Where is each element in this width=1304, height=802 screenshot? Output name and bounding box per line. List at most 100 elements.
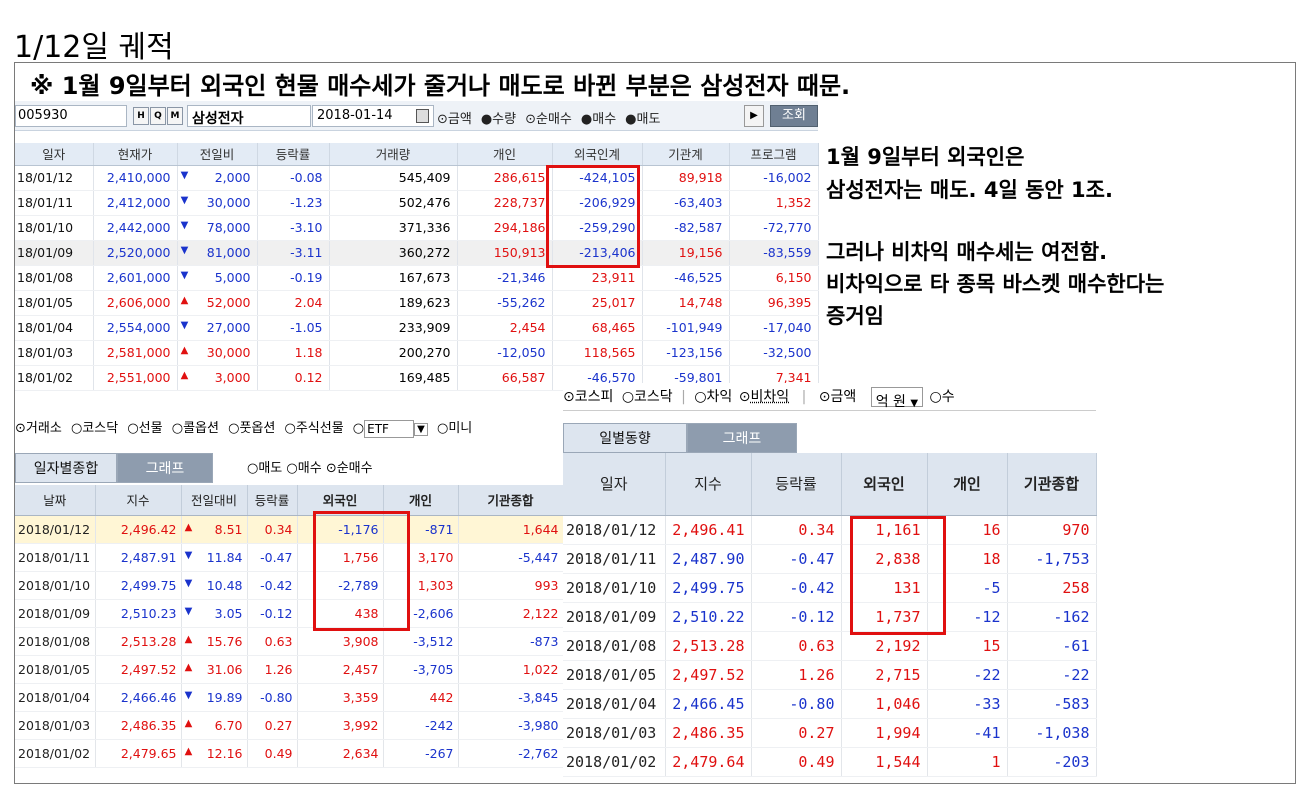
cell-value: -206,929 bbox=[552, 190, 643, 216]
table-row[interactable]: 2018/01/02 2,479.64 0.49 1,544 1 -203 bbox=[563, 747, 1097, 777]
down-arrow-icon: ▼ bbox=[184, 549, 193, 561]
change-value: 6.70 bbox=[214, 717, 243, 733]
option-kosdaq[interactable]: ○코스닥 bbox=[621, 389, 673, 405]
cell-value: -55,262 bbox=[457, 290, 553, 316]
play-button[interactable]: ▶ bbox=[744, 105, 764, 127]
radio-sell[interactable]: ●매도 bbox=[625, 112, 661, 127]
cell-rate: -3.11 bbox=[257, 240, 330, 266]
option-arbitrage[interactable]: ○차익 bbox=[694, 389, 733, 405]
cell-date: 18/01/08 bbox=[15, 265, 94, 291]
stock-name-field[interactable]: 삼성전자 bbox=[187, 105, 311, 127]
option-amount[interactable]: ⊙금액 bbox=[818, 389, 857, 405]
radio-net-buy[interactable]: ⊙순매수 bbox=[325, 461, 373, 476]
cell-index: 2,487.90 bbox=[665, 544, 752, 574]
cell-value: 68,465 bbox=[552, 315, 643, 341]
radio-sell[interactable]: ○매도 bbox=[247, 461, 283, 476]
cell-rate: -0.08 bbox=[257, 165, 330, 191]
option-kospi[interactable]: ⊙코스피 bbox=[563, 389, 614, 405]
table-row[interactable]: 18/01/04 2,554,000 ▼ 27,000 -1.05 233,909 2,45… bbox=[15, 315, 819, 341]
q-button[interactable]: Q bbox=[150, 107, 166, 125]
table-row[interactable]: 18/01/12 2,410,000 ▼ 2,000 -0.08 545,409 286,6… bbox=[15, 165, 819, 191]
cell-value: -2,606 bbox=[383, 599, 459, 628]
cell-change: ▼ 30,000 bbox=[177, 190, 258, 216]
option-non-arbitrage[interactable]: ⊙비차익 bbox=[738, 389, 790, 405]
radio-quantity[interactable]: ●수량 bbox=[480, 112, 517, 127]
date-field[interactable]: 2018-01-14 bbox=[312, 105, 434, 127]
table-row[interactable]: 2018/01/03 2,486.35 ▲ 6.70 0.27 3,992 -242 -3,9… bbox=[15, 711, 564, 740]
option-put[interactable]: ○풋옵션 bbox=[228, 421, 276, 436]
option-kosdaq[interactable]: ○코스닥 bbox=[70, 421, 119, 436]
table-row[interactable]: 2018/01/05 2,497.52 ▲ 31.06 1.26 2,457 -3,705 1… bbox=[15, 655, 564, 684]
change-value: 3,000 bbox=[214, 370, 251, 385]
etf-select[interactable]: ETF bbox=[364, 419, 415, 438]
option-exchange[interactable]: ⊙거래소 bbox=[15, 421, 62, 436]
option-stock-futures[interactable]: ○주식선물 bbox=[284, 421, 344, 436]
table-row[interactable]: 18/01/09 2,520,000 ▼ 81,000 -3.11 360,272 150,… bbox=[15, 240, 819, 266]
radio-buy[interactable]: ●매수 bbox=[580, 112, 617, 127]
change-value: 15.76 bbox=[206, 633, 243, 649]
cell-date: 2018/01/05 bbox=[15, 655, 96, 684]
cell-value: -583 bbox=[1007, 689, 1097, 719]
option-quantity[interactable]: ○수 bbox=[929, 389, 955, 405]
cell-date: 2018/01/12 bbox=[15, 515, 96, 544]
query-button[interactable]: 조회 bbox=[770, 105, 818, 127]
h-button[interactable]: H bbox=[133, 107, 149, 125]
table-row[interactable]: 18/01/05 2,606,000 ▲ 52,000 2.04 189,623 -55,2… bbox=[15, 290, 819, 316]
table-row[interactable]: 2018/01/03 2,486.35 0.27 1,994 -41 -1,038 bbox=[563, 718, 1097, 748]
cell-rate: -0.47 bbox=[247, 543, 298, 572]
change-value: 11.84 bbox=[206, 549, 243, 565]
cell-rate: -0.80 bbox=[751, 689, 842, 719]
table-row[interactable]: 2018/01/10 2,499.75 -0.42 131 -5 258 bbox=[563, 573, 1097, 603]
table-row[interactable]: 18/01/10 2,442,000 ▼ 78,000 -3.10 371,336 294,… bbox=[15, 215, 819, 241]
table-row[interactable]: 2018/01/02 2,479.65 ▲ 12.16 0.49 2,634 -267 -2,… bbox=[15, 739, 564, 768]
table-row[interactable]: 2018/01/04 2,466.45 -0.80 1,046 -33 -583 bbox=[563, 689, 1097, 719]
table-row[interactable]: 2018/01/11 2,487.91 ▼ 11.84 -0.47 1,756 3,170-… bbox=[15, 543, 564, 572]
radio-net-buy[interactable]: ⊙순매수 bbox=[525, 112, 572, 127]
cell-rate: 1.18 bbox=[257, 340, 330, 366]
table-row[interactable]: 2018/01/05 2,497.52 1.26 2,715 -22 -22 bbox=[563, 660, 1097, 690]
cell-value: 286,615 bbox=[457, 165, 553, 191]
table-row[interactable]: 2018/01/08 2,513.28 0.63 2,192 15 -61 bbox=[563, 631, 1097, 661]
cell-value: -873 bbox=[458, 627, 564, 656]
chevron-down-icon[interactable]: ▼ bbox=[910, 398, 919, 409]
stock-code-field[interactable]: 005930 bbox=[15, 105, 127, 127]
table-row[interactable]: 2018/01/09 2,510.23 ▼ 3.05 -0.12 438 -2,606 2,1… bbox=[15, 599, 564, 628]
table-row[interactable]: 18/01/11 2,412,000 ▼ 30,000 -1.23 502,476 228,… bbox=[15, 190, 819, 216]
cell-value: 96,395 bbox=[729, 290, 819, 316]
table-row[interactable]: 2018/01/11 2,487.90 -0.47 2,838 18 -1,753 bbox=[563, 544, 1097, 574]
cell-change: ▼ 78,000 bbox=[177, 215, 258, 241]
chevron-down-icon[interactable]: ▼ bbox=[414, 423, 428, 436]
cell-value: 228,737 bbox=[457, 190, 553, 216]
radio-buy[interactable]: ○매수 bbox=[286, 461, 322, 476]
column-header: 외국인계 bbox=[552, 143, 643, 166]
cell-change: ▼ 19.89 bbox=[181, 683, 248, 712]
column-header: 기관계 bbox=[642, 143, 730, 166]
table-row[interactable]: 2018/01/08 2,513.28 ▲ 15.76 0.63 3,908 -3,512-… bbox=[15, 627, 564, 656]
highlight-box-foreign-kospi bbox=[313, 511, 410, 631]
column-header: 전일대비 bbox=[181, 485, 248, 516]
unit-select[interactable]: 억 원 ▼ bbox=[870, 387, 924, 410]
option-call[interactable]: ○콜옵션 bbox=[171, 421, 219, 436]
option-futures[interactable]: ○선물 bbox=[127, 421, 163, 436]
tab-daily-summary[interactable]: 일자별종합 bbox=[15, 453, 117, 483]
table-row[interactable]: 18/01/03 2,581,000 ▲ 30,000 1.18 200,270 -12,0… bbox=[15, 340, 819, 366]
table-row[interactable]: 2018/01/12 2,496.42 ▲ 8.51 0.34 -1,176 -871 1,6… bbox=[15, 515, 564, 544]
cell-date: 2018/01/02 bbox=[15, 739, 96, 768]
option-etf[interactable]: ○ ETF ▼ bbox=[353, 417, 428, 442]
tab-graph[interactable]: 그래프 bbox=[117, 453, 213, 483]
table-row[interactable]: 18/01/08 2,601,000 ▼ 5,000 -0.19 167,673 -21,3… bbox=[15, 265, 819, 291]
table-row[interactable]: 2018/01/10 2,499.75 ▼ 10.48 -0.42 -2,789 1,303… bbox=[15, 571, 564, 600]
up-arrow-icon: ▲ bbox=[180, 370, 189, 381]
column-header: 기관종합 bbox=[1007, 453, 1097, 516]
cell-rate: 1.26 bbox=[247, 655, 298, 684]
tab-graph[interactable]: 그래프 bbox=[687, 423, 797, 453]
table-row[interactable]: 2018/01/09 2,510.22 -0.12 1,737 -12 -162 bbox=[563, 602, 1097, 632]
radio-amount[interactable]: ⊙금액 bbox=[437, 112, 472, 127]
table-row[interactable]: 2018/01/04 2,466.46 ▼ 19.89 -0.80 3,359 442 -3,… bbox=[15, 683, 564, 712]
cell-index: 2,487.91 bbox=[95, 543, 182, 572]
option-mini[interactable]: ○미니 bbox=[436, 421, 473, 436]
m-button[interactable]: M bbox=[167, 107, 183, 125]
calendar-icon[interactable] bbox=[416, 109, 429, 123]
table-row[interactable]: 2018/01/12 2,496.41 0.34 1,161 16 970 bbox=[563, 515, 1097, 545]
tab-daily-trend[interactable]: 일별동향 bbox=[563, 423, 687, 453]
